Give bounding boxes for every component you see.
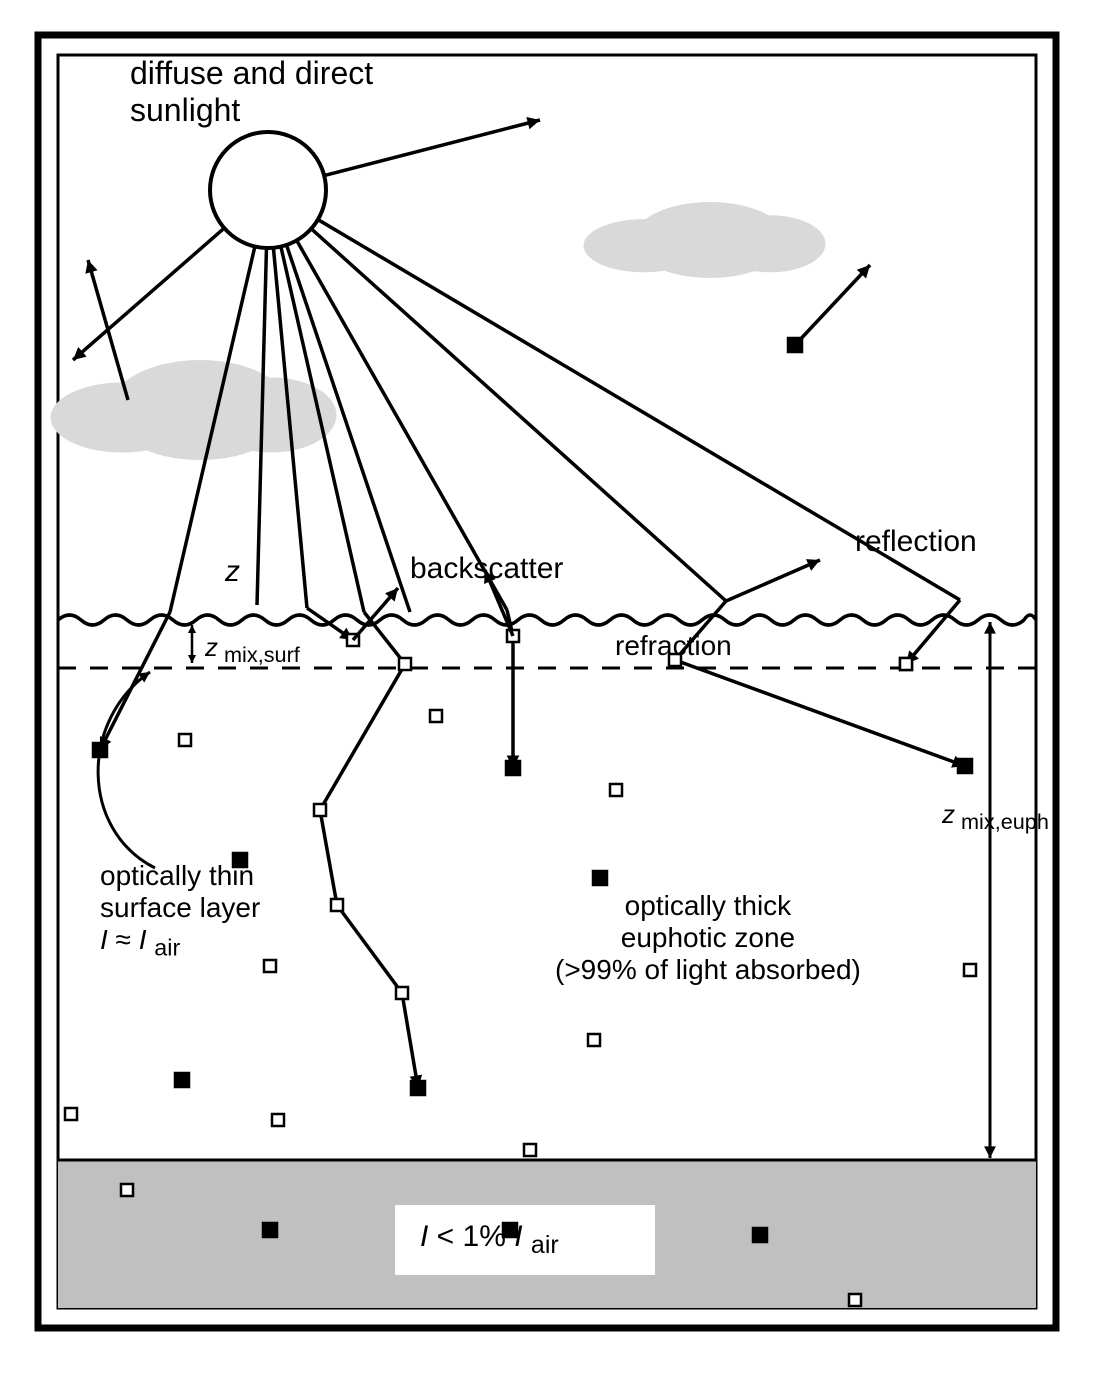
label-zmix-euph: z mix,euph <box>942 800 1049 835</box>
diagram-svg <box>0 0 1097 1384</box>
label-zmix-surf: z mix,surf <box>205 633 300 668</box>
diagram-container: diffuse and direct sunlight z backscatte… <box>0 0 1097 1384</box>
label-backscatter: backscatter <box>410 552 563 587</box>
label-thick-zone: optically thickeuphotic zone(>99% of lig… <box>555 890 861 987</box>
label-z-axis: z <box>225 555 240 590</box>
label-refraction: refraction <box>615 630 732 662</box>
label-thin-layer: optically thinsurface layerI ≈ I air <box>100 860 260 962</box>
label-sunlight: diffuse and direct sunlight <box>130 55 373 129</box>
label-bottom-formula: I < 1% I air <box>420 1220 559 1260</box>
label-reflection: reflection <box>855 525 977 560</box>
